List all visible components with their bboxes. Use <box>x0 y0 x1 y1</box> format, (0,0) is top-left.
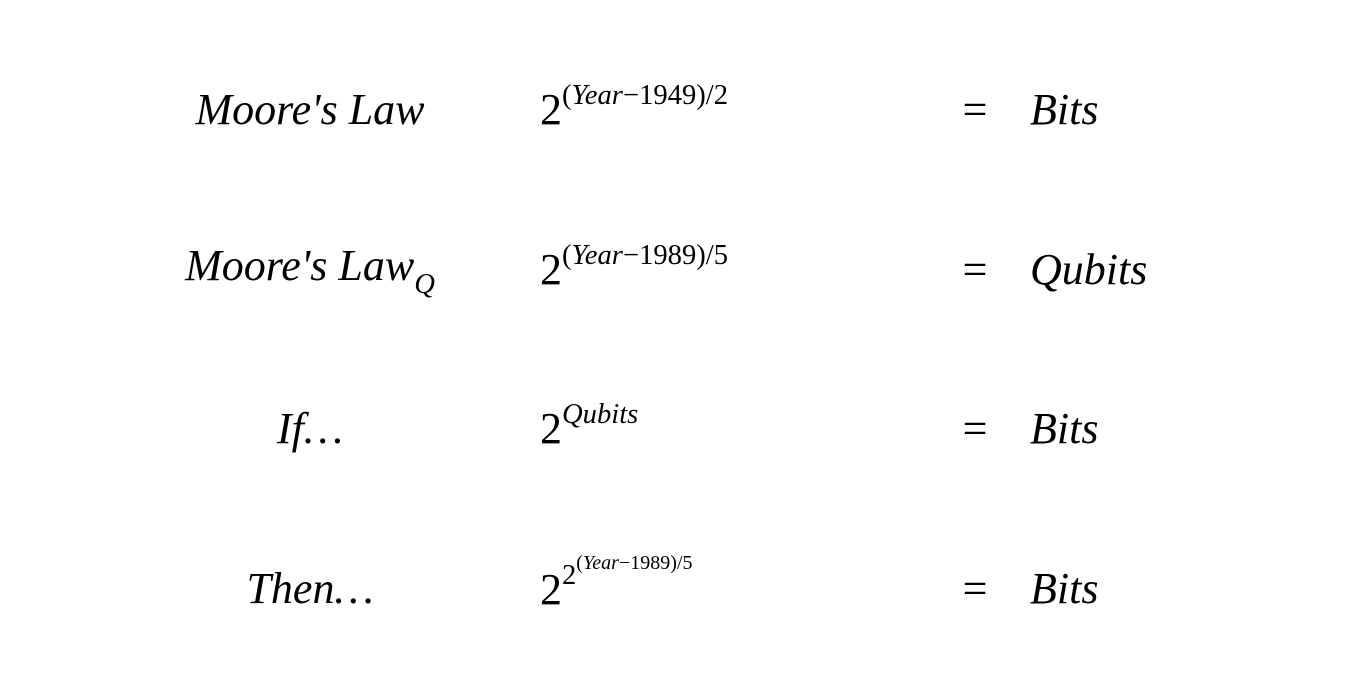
row3-result: Bits <box>1010 403 1252 454</box>
row2-result: Qubits <box>1010 244 1252 295</box>
row3-expression: 2Qubits <box>520 403 940 454</box>
equation-row-4: Then… 22(Year−1989)/5 = Bits <box>100 509 1252 669</box>
row4-result: Bits <box>1010 563 1252 614</box>
row2-expression: 2(Year−1989)/5 <box>520 244 940 295</box>
row2-equals: = <box>940 244 1010 295</box>
equation-row-1: Moore's Law 2(Year−1949)/2 = Bits <box>100 30 1252 190</box>
row1-label: Moore's Law <box>100 84 520 135</box>
row2-label: Moore's LawQ <box>100 240 520 298</box>
row1-equals: = <box>940 84 1010 135</box>
row4-label: Then… <box>100 563 520 614</box>
row4-equals: = <box>940 563 1010 614</box>
equation-row-2: Moore's LawQ 2(Year−1989)/5 = Qubits <box>100 190 1252 350</box>
equation-row-3: If… 2Qubits = Bits <box>100 349 1252 509</box>
row3-equals: = <box>940 403 1010 454</box>
row1-expression: 2(Year−1949)/2 <box>520 84 940 135</box>
row4-expression: 22(Year−1989)/5 <box>520 561 940 615</box>
row3-label: If… <box>100 403 520 454</box>
row1-result: Bits <box>1010 84 1252 135</box>
